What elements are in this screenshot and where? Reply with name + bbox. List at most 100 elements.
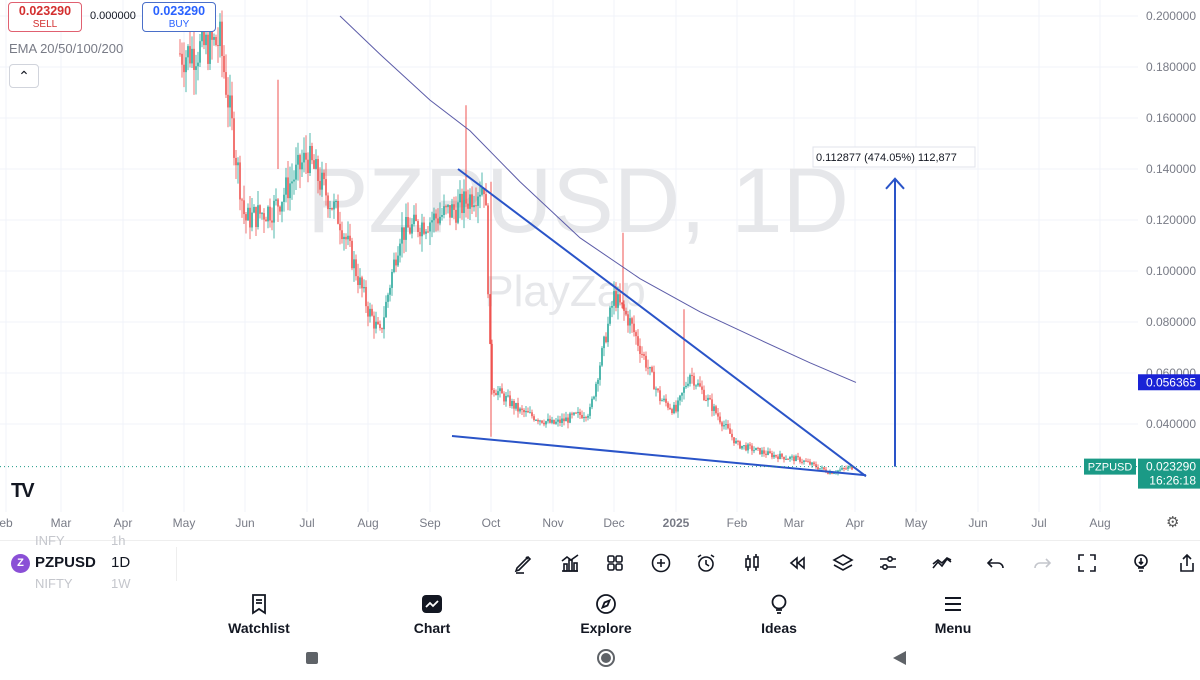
candle-body: [423, 222, 425, 234]
chart-area[interactable]: PZPUSD, 1D PlayZap 0.112877 (474.05%) 112,…: [0, 0, 1200, 540]
candle-body: [769, 451, 771, 454]
candle-body: [673, 404, 675, 414]
price-chart[interactable]: PZPUSD, 1D PlayZap 0.112877 (474.05%) 112,…: [0, 0, 1200, 540]
candle-body: [181, 53, 183, 65]
collapse-legend-button[interactable]: ⌃: [9, 64, 39, 88]
nav-menu[interactable]: Menu: [898, 592, 1008, 636]
buy-button[interactable]: 0.023290 BUY: [142, 2, 216, 32]
candle-body: [681, 392, 683, 396]
candle-body: [327, 195, 329, 210]
watchlist-ghost-interval: 1h: [111, 533, 126, 548]
layouts-icon[interactable]: [602, 550, 628, 576]
undo-icon[interactable]: [983, 550, 1009, 576]
candle-body: [265, 219, 267, 222]
candle-body: [703, 389, 705, 401]
back-icon[interactable]: [892, 650, 907, 666]
candle-body: [357, 276, 359, 285]
candle-body: [227, 94, 229, 108]
settings-sliders-icon[interactable]: [875, 550, 901, 576]
nav-watchlist[interactable]: Watchlist: [204, 592, 314, 636]
candle-body: [767, 451, 769, 455]
candle-body: [477, 196, 479, 206]
chart-type-icon[interactable]: [739, 550, 765, 576]
add-icon[interactable]: [648, 550, 674, 576]
candle-body: [229, 95, 231, 108]
candle-body: [813, 462, 815, 465]
indicator-legend[interactable]: EMA 20/50/100/200: [9, 41, 124, 56]
candle-body: [817, 467, 819, 470]
candle-body: [473, 205, 475, 208]
candle-body: [709, 397, 711, 400]
candle-body: [361, 277, 363, 289]
candle-body: [623, 304, 625, 311]
pencil-icon[interactable]: [511, 550, 537, 576]
ema-price-tag: [1138, 374, 1200, 391]
candle-body: [789, 456, 791, 459]
candle-body: [829, 472, 831, 474]
nav-explore[interactable]: Explore: [551, 592, 661, 636]
candle-body: [285, 177, 287, 195]
candle-body: [291, 181, 293, 184]
candle-body: [763, 450, 765, 454]
candle-body: [655, 388, 657, 390]
symbol-name[interactable]: PZPUSD: [35, 554, 96, 571]
candle-body: [217, 45, 219, 47]
time-tick-label: Dec: [603, 516, 624, 530]
time-tick-label: Jun: [968, 516, 987, 530]
candle-body: [211, 28, 213, 40]
candle-body: [437, 218, 439, 224]
candle-body: [391, 271, 393, 288]
candle-body: [523, 409, 525, 413]
candle-body: [707, 397, 709, 401]
candle-body: [237, 162, 239, 166]
candle-body: [573, 412, 575, 415]
time-tick-label: Mar: [51, 516, 72, 530]
candle-body: [235, 157, 237, 166]
candle-body: [783, 456, 785, 460]
candle-body: [637, 336, 639, 346]
candle-body: [433, 213, 435, 221]
recents-icon[interactable]: [305, 651, 319, 665]
countdown-label: 16:26:18: [1149, 474, 1196, 488]
trend-icon[interactable]: [929, 550, 955, 576]
candle-body: [501, 388, 503, 394]
sell-button[interactable]: 0.023290 SELL: [8, 2, 82, 32]
candle-body: [451, 204, 453, 218]
candle-body: [317, 159, 319, 181]
candle-body: [299, 154, 301, 170]
candle-body: [365, 286, 367, 307]
candle-body: [807, 461, 809, 463]
nav-chart[interactable]: Chart: [377, 592, 487, 636]
nav-label: Menu: [934, 620, 972, 636]
candle-body: [199, 41, 201, 63]
nav-ideas[interactable]: Ideas: [724, 592, 834, 636]
watchlist-icon: [252, 594, 266, 615]
wedge-lower-trendline[interactable]: [451, 434, 867, 477]
ideas-icon[interactable]: [1128, 550, 1154, 576]
candle-body: [369, 308, 371, 317]
replay-icon[interactable]: [784, 550, 810, 576]
candle-body: [337, 200, 339, 224]
candle-body: [493, 390, 495, 394]
candle-body: [541, 420, 543, 423]
candle-body: [393, 259, 395, 272]
candle-body: [845, 468, 847, 470]
gear-icon[interactable]: ⚙: [1166, 514, 1180, 531]
layers-icon[interactable]: [830, 550, 856, 576]
candle-body: [725, 424, 727, 426]
indicators-icon[interactable]: [557, 550, 583, 576]
candle-body: [589, 407, 591, 416]
home-icon[interactable]: [596, 648, 616, 668]
interval-selector[interactable]: 1D: [111, 554, 131, 571]
candle-body: [641, 353, 643, 355]
alert-icon[interactable]: [693, 550, 719, 576]
candle-body: [249, 207, 251, 228]
time-tick-label: eb: [0, 516, 13, 530]
fullscreen-icon[interactable]: [1074, 550, 1100, 576]
candle-body: [809, 461, 811, 465]
time-tick-label: Sep: [419, 516, 441, 530]
share-icon[interactable]: [1174, 550, 1200, 576]
candle-body: [811, 462, 813, 465]
wedge-upper-trendline[interactable]: [457, 168, 867, 478]
candle-body: [239, 162, 241, 200]
